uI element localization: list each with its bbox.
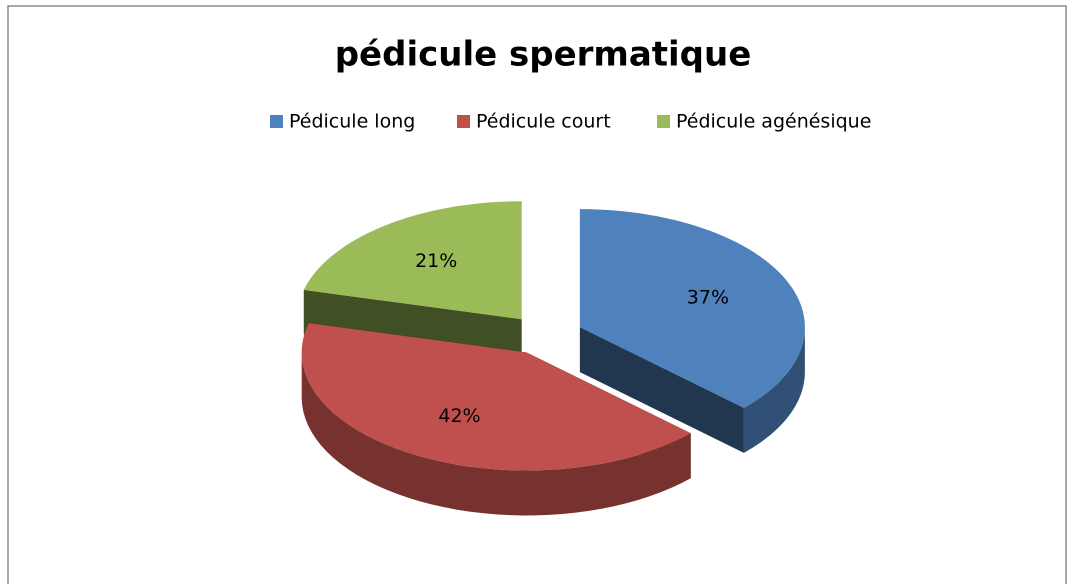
slice-cut-face — [579, 327, 744, 453]
slice-side — [743, 327, 805, 453]
data-label: 37% — [687, 287, 729, 309]
chart-title: pédicule spermatique — [335, 35, 752, 75]
legend-label: Pédicule agénésique — [676, 111, 871, 133]
legend-swatch — [457, 115, 470, 128]
slice-side — [301, 352, 691, 516]
legend-swatch — [270, 115, 283, 128]
slice-top — [579, 209, 805, 408]
legend-swatch — [657, 115, 670, 128]
pie-slice — [301, 323, 691, 516]
legend-label: Pédicule court — [476, 111, 611, 133]
legend-label: Pédicule long — [289, 111, 415, 133]
slice-top — [303, 201, 522, 320]
slice-top — [301, 323, 691, 471]
pie-slice — [579, 209, 805, 453]
data-label: 42% — [438, 405, 480, 427]
data-label: 21% — [415, 250, 457, 272]
